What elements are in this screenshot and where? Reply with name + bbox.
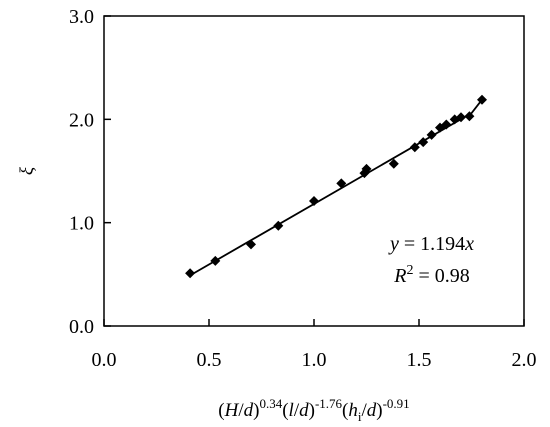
x-axis-label-part: l <box>289 400 294 421</box>
fit-annotation: y = 1.194x R2 = 0.98 <box>388 233 474 287</box>
data-point <box>246 239 256 250</box>
y-tick-label: 3.0 <box>69 6 94 28</box>
data-point <box>210 255 221 266</box>
fit-r-symbol: R <box>393 265 406 287</box>
data-point <box>361 163 372 174</box>
data-point <box>336 178 347 189</box>
x-axis-label-part: / <box>238 400 244 421</box>
x-axis-label-part: d <box>367 400 377 421</box>
x-axis-label-part: 0.34 <box>259 396 282 411</box>
y-tick-label: 1.0 <box>69 213 94 235</box>
x-axis-label-part: ( <box>218 400 224 421</box>
x-axis-label-part: i <box>358 409 362 424</box>
data-point <box>409 142 420 153</box>
x-axis-ticks: 0.0 0.5 1.0 1.5 2.0 <box>92 319 537 371</box>
x-axis-label-part: ) <box>253 400 259 421</box>
data-point <box>273 220 284 231</box>
x-axis-label-part: d <box>299 400 309 421</box>
data-points <box>185 94 487 279</box>
x-tick-label: 1.0 <box>302 349 327 371</box>
fit-r-squared: R2 = 0.98 <box>393 263 470 287</box>
x-tick-label: 0.0 <box>92 349 117 371</box>
y-tick-label: 0.0 <box>69 316 94 338</box>
x-tick-label: 1.5 <box>407 349 432 371</box>
data-point <box>426 129 437 140</box>
fit-equation-rest: = 1.194 <box>399 233 465 255</box>
data-point <box>185 268 196 279</box>
trendline <box>189 99 483 277</box>
x-axis-label-part: -1.76 <box>315 396 343 411</box>
fit-equation: y = 1.194x <box>388 233 474 255</box>
fit-r-value: = 0.98 <box>413 265 469 287</box>
x-axis-label-part: h <box>348 400 358 421</box>
x-axis-label-part: ) <box>376 400 382 421</box>
fit-equation-y: y <box>388 233 399 255</box>
y-tick-label: 2.0 <box>69 109 94 131</box>
x-tick-label: 2.0 <box>512 349 537 371</box>
x-axis-label-part: H <box>224 400 240 421</box>
data-point <box>456 112 466 123</box>
data-point <box>464 111 475 122</box>
data-point <box>309 195 319 206</box>
x-axis-label-part: -0.91 <box>383 396 410 411</box>
data-point <box>418 137 429 148</box>
x-axis-label-part: d <box>244 400 254 421</box>
y-axis-ticks: 0.0 1.0 2.0 3.0 <box>69 6 111 338</box>
y-axis-label: ξ <box>17 166 38 175</box>
x-axis-label: (H/d)0.34(l/d)-1.76(hi/d)-0.91 <box>218 396 409 424</box>
fit-r-exponent: 2 <box>406 263 413 278</box>
data-point <box>477 94 487 105</box>
x-axis-label-part: / <box>294 400 300 421</box>
x-axis-label-part: / <box>361 400 367 421</box>
x-tick-label: 0.5 <box>197 349 222 371</box>
x-axis-label-part: ) <box>309 400 315 421</box>
data-point <box>441 119 452 130</box>
data-point <box>388 158 399 169</box>
x-axis-label-part: ( <box>282 400 288 421</box>
fit-equation-x: x <box>464 233 474 255</box>
x-axis-label-part: ( <box>342 400 348 421</box>
